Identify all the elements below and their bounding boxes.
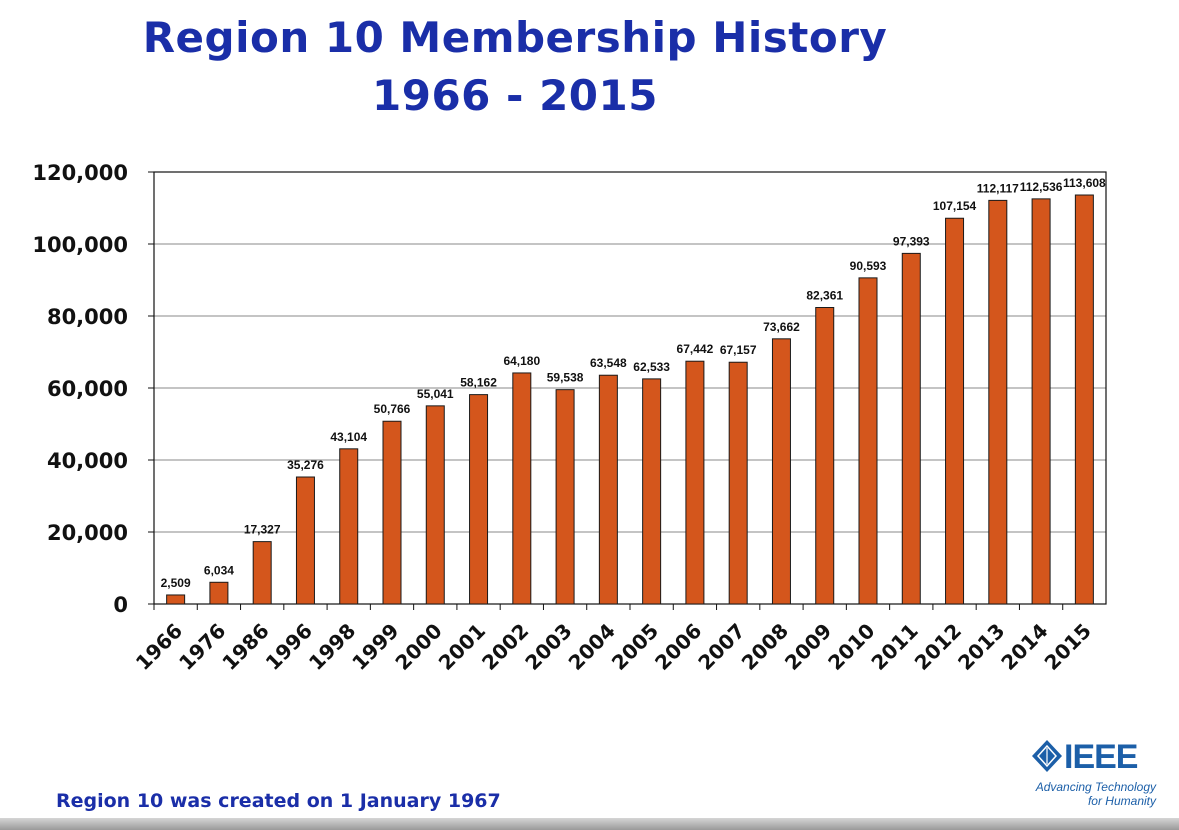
x-tick-label: 2010 [823,619,879,675]
y-tick-label: 120,000 [32,161,128,185]
x-tick-label: 2015 [1040,619,1096,675]
data-label: 43,104 [330,430,367,444]
y-tick-label: 0 [113,593,128,617]
y-tick-label: 100,000 [32,233,128,257]
bar-chart: 0 20,000 40,000 60,000 80,000 100,000 120,000 2… [32,161,1107,675]
data-label: 62,533 [633,360,670,374]
bar [728,361,748,605]
data-label: 82,361 [806,289,843,303]
x-tick-label: 2014 [996,619,1052,675]
bar [382,420,402,605]
bar [252,541,272,605]
bar [295,476,315,605]
x-tick-label: 2007 [693,619,749,675]
data-label: 63,548 [590,356,627,370]
data-label: 58,162 [460,376,497,390]
data-label: 90,593 [850,259,887,273]
data-label: 59,538 [547,371,584,385]
data-label: 107,154 [933,199,977,213]
data-label: 55,041 [417,387,454,401]
bar [945,217,965,605]
x-tick-label: 2005 [607,619,663,675]
y-tick-label: 20,000 [47,521,128,545]
x-tick-label: 2008 [737,619,793,675]
y-tick-label: 40,000 [47,449,128,473]
bar [339,448,359,605]
chart-title-line2: 1966 - 2015 [372,71,658,120]
x-tick-label: 2002 [477,619,533,675]
x-tick-label: 1976 [174,619,230,675]
data-label: 112,536 [1020,180,1063,194]
x-tick-label: 1986 [217,619,273,675]
bar [1074,194,1094,605]
logo-tagline-line2: for Humanity [1087,794,1156,808]
bar [685,360,705,605]
data-label: 2,509 [161,576,191,590]
x-tick-label: 2000 [390,619,446,675]
bar [512,372,532,605]
data-label: 97,393 [893,234,930,248]
data-label: 6,034 [204,563,234,577]
data-label: 67,157 [720,343,757,357]
bar [642,378,662,605]
data-label: 64,180 [503,354,540,368]
data-label: 73,662 [763,320,800,334]
x-tick-label: 2009 [780,619,836,675]
bar [988,199,1008,605]
bar [771,338,791,605]
data-label: 112,117 [977,181,1019,195]
x-tick-label: 2001 [434,619,490,675]
data-label: 35,276 [287,458,324,472]
bar [166,594,186,605]
data-label: 50,766 [374,402,411,416]
bottom-bar [0,818,1179,830]
x-tick-label: 1996 [261,619,317,675]
x-tick-label: 2003 [520,619,576,675]
x-tick-label: 1998 [304,619,360,675]
logo-tagline-line1: Advancing Technology [1035,780,1156,794]
data-label: 17,327 [244,523,281,537]
chart-title-line1: Region 10 Membership History [142,13,888,62]
ieee-logo: IEEE Advancing Technology for Humanity [1028,738,1168,810]
x-tick-label: 2006 [650,619,706,675]
x-tick-label: 2011 [866,619,922,675]
ieee-diamond-icon [1032,740,1062,772]
bar [1031,198,1051,605]
logo-text: IEEE [1064,738,1138,776]
footnote: Region 10 was created on 1 January 1967 [56,790,501,812]
x-tick-label: 2013 [953,619,1009,675]
bar [901,252,921,605]
bar [598,374,618,605]
data-label: 67,442 [677,342,714,356]
bar [555,389,575,605]
x-tick-label: 1966 [131,619,187,675]
x-tick-label: 2004 [564,619,620,675]
bar [858,277,878,605]
bar [209,581,229,605]
bar [469,394,489,605]
bar [815,307,835,605]
data-label: 113,608 [1063,176,1106,190]
x-tick-label: 1999 [347,619,403,675]
bar [425,405,445,605]
y-tick-label: 60,000 [47,377,128,401]
x-tick-label: 2012 [910,619,966,675]
y-tick-label: 80,000 [47,305,128,329]
